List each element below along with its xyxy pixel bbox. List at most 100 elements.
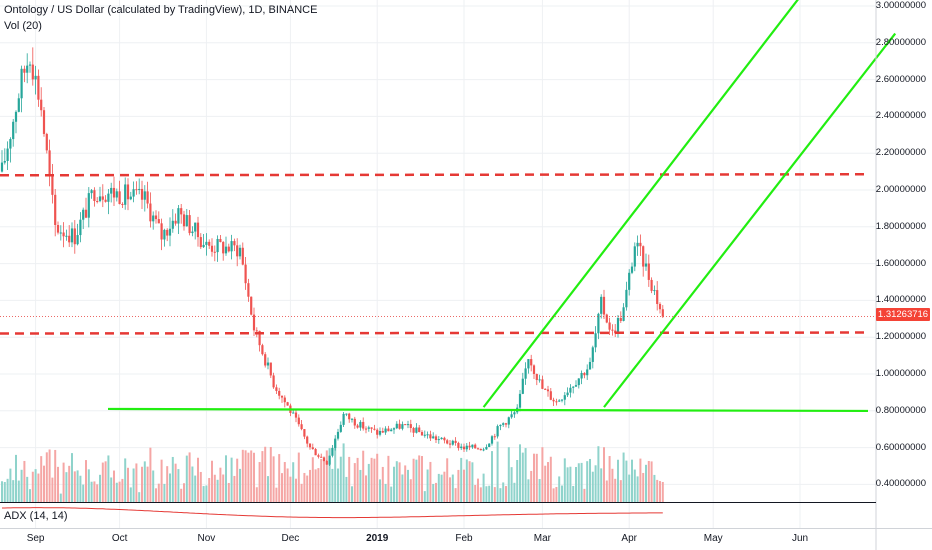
candle-body (258, 330, 261, 346)
candle-body (112, 187, 116, 198)
time-axis-tick-label: 2019 (366, 533, 389, 544)
candle-body (283, 397, 286, 403)
volume-bar (446, 458, 449, 502)
resistance-level-line (0, 331, 869, 335)
volume-bar (569, 466, 572, 502)
volume-bar (185, 455, 188, 502)
candle-body (73, 228, 76, 245)
candle-body (182, 214, 186, 227)
candle-body (292, 412, 295, 414)
candle-body (563, 395, 566, 400)
volume-bar (250, 450, 253, 502)
volume-bar (659, 481, 661, 502)
candle-body (202, 244, 205, 248)
candle-body (653, 290, 656, 292)
volume-bar (661, 481, 664, 502)
volume-bar (309, 469, 311, 502)
volume-bar (597, 446, 600, 502)
volume-bar (594, 465, 597, 502)
candle-body (54, 194, 57, 226)
volume-bar (370, 457, 373, 502)
volume-bar (216, 479, 219, 502)
volume-bar (477, 478, 479, 502)
candle-body (504, 423, 508, 425)
candle-body (381, 430, 384, 433)
candle-body (28, 64, 32, 66)
candle-body (146, 191, 149, 204)
volume-bar (423, 491, 426, 502)
candle-body (101, 196, 104, 200)
candle-body (121, 204, 124, 206)
volume-bar (12, 480, 15, 502)
volume-bar (608, 456, 611, 502)
drawings-layer[interactable] (0, 0, 897, 413)
volume-bar (264, 446, 267, 502)
volume-bar (127, 467, 129, 502)
candle-body (160, 223, 163, 240)
volume-bar (202, 486, 205, 502)
candle-body (219, 238, 222, 243)
volume-indicator-label[interactable]: Vol (20) (4, 20, 42, 32)
volume-bar (395, 461, 398, 502)
volume-bar (653, 474, 656, 502)
candle-body (45, 133, 48, 151)
candle-body (98, 196, 102, 202)
volume-bar (40, 456, 43, 502)
candle-body (132, 189, 135, 197)
candle-body (196, 222, 200, 238)
candle-body (87, 193, 90, 218)
volume-bar (191, 466, 194, 502)
candle-body (107, 193, 110, 202)
candle-body (560, 399, 564, 401)
volume-bar (297, 452, 300, 502)
volume-bar (647, 460, 650, 502)
volume-bar (527, 479, 530, 502)
adx-indicator-label[interactable]: ADX (14, 14) (4, 510, 68, 522)
candle-body (216, 238, 219, 253)
volume-bar (656, 479, 659, 502)
volume-bar (533, 453, 535, 502)
volume-bar (367, 463, 370, 502)
volume-bar (519, 444, 521, 502)
volume-bar (233, 475, 236, 502)
volume-bar (577, 463, 580, 502)
resistance-level-line (0, 173, 869, 177)
volume-bar (342, 443, 345, 502)
candlesticks (0, 47, 664, 466)
volume-bar (135, 463, 138, 502)
adx-line (2, 507, 663, 519)
candle-body (96, 200, 99, 202)
candle-body (280, 395, 284, 398)
volume-bar (320, 458, 323, 502)
candle-body (252, 314, 256, 331)
volume-bar (295, 478, 297, 502)
volume-bar (286, 468, 289, 502)
candle-body (518, 393, 522, 408)
volume-bar (146, 466, 149, 502)
volume-bar (412, 458, 415, 502)
volume-bar (177, 469, 180, 502)
volume-bar (258, 462, 261, 502)
candle-body (474, 444, 477, 449)
candle-body (658, 303, 662, 310)
volume-bar (241, 449, 244, 502)
candle-body (583, 372, 586, 376)
candle-body (51, 174, 54, 195)
candle-body (471, 444, 474, 448)
volume-bar (211, 460, 213, 502)
candle-body (362, 421, 365, 429)
volume-bar (636, 476, 639, 502)
volume-bar (451, 474, 454, 502)
adx-pane (2, 507, 663, 519)
candle-body (65, 235, 68, 237)
candle-body (488, 443, 491, 447)
candle-body (364, 428, 368, 430)
price-axis-tick-label: 2.80000000 (875, 36, 926, 48)
volume-bar (645, 464, 647, 502)
volume-bar (15, 454, 17, 502)
volume-bar (589, 458, 591, 502)
volume-bar (591, 471, 594, 502)
candle-body (286, 402, 289, 406)
volume-bar (188, 452, 191, 502)
candle-body (56, 225, 60, 233)
